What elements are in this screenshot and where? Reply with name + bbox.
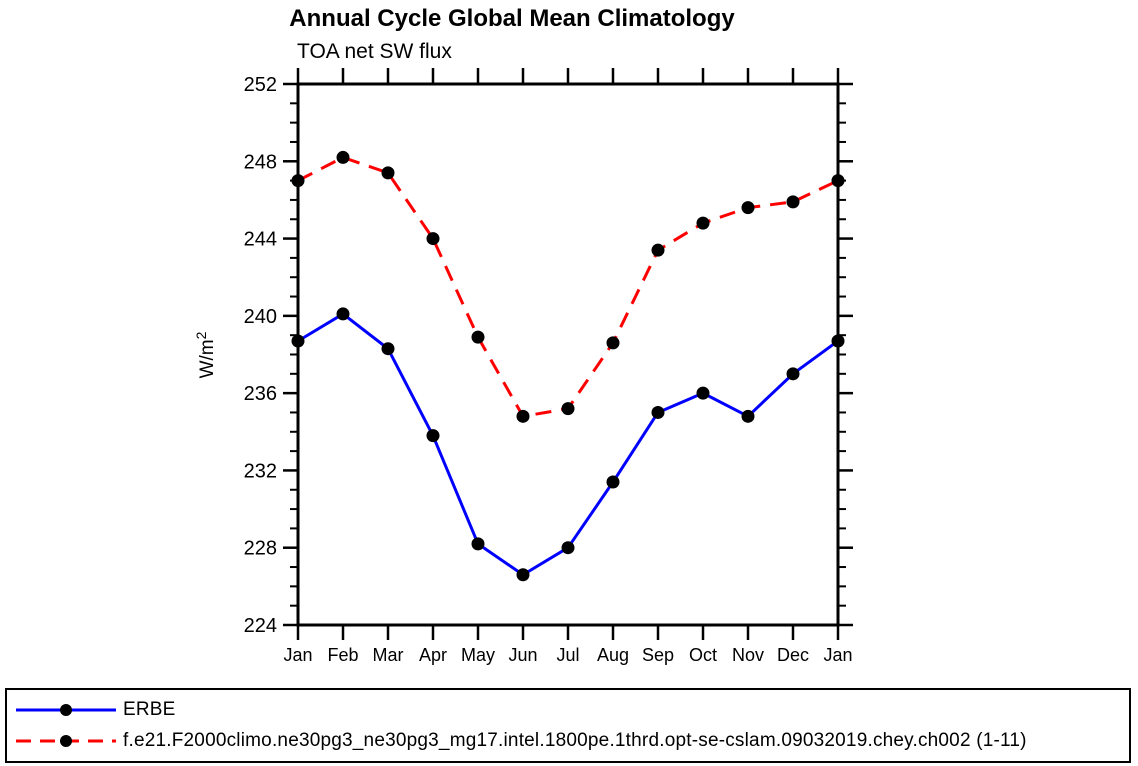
data-point-1-May <box>471 330 485 344</box>
x-axis-tick-label: Nov <box>732 645 764 665</box>
y-axis-tick-label: 252 <box>244 74 277 96</box>
y-axis-tick-label: 248 <box>244 151 277 173</box>
chart-title: Annual Cycle Global Mean Climatology <box>289 5 735 32</box>
series-line-1 <box>297 155 839 418</box>
y-axis-tick-label: 228 <box>244 538 277 560</box>
data-point-1-Jan <box>831 174 845 188</box>
x-axis-tick-label: Oct <box>689 645 717 665</box>
data-point-1-Aug <box>606 336 620 350</box>
data-point-0-Jan <box>291 334 305 348</box>
data-point-1-Feb <box>336 150 350 164</box>
data-point-0-Jun <box>516 568 530 582</box>
data-point-0-Feb <box>336 307 350 321</box>
data-point-0-Dec <box>786 367 800 381</box>
y-axis-tick-label: 224 <box>244 615 277 637</box>
legend-item-erbe: ERBE <box>13 699 1129 721</box>
y-axis-tick-label: 240 <box>244 306 277 328</box>
x-axis-tick-label: Jan <box>283 645 312 665</box>
data-point-0-Aug <box>606 475 620 489</box>
data-point-1-Jan <box>291 174 305 188</box>
data-point-1-Jun <box>516 409 530 423</box>
x-axis-tick-label: Dec <box>777 645 809 665</box>
plot-frame <box>296 82 840 627</box>
legend-dot <box>60 704 72 716</box>
x-axis-tick-label: Jun <box>508 645 537 665</box>
legend: ERBE f.e21.F2000climo.ne30pg3_ne30pg3_mg… <box>5 688 1131 763</box>
y-axis-tick-label: 232 <box>244 460 277 482</box>
data-point-0-Jan <box>831 334 845 348</box>
data-point-1-Dec <box>786 195 800 209</box>
legend-label-erbe: ERBE <box>123 699 176 720</box>
data-point-0-Nov <box>741 409 755 423</box>
data-point-1-Mar <box>381 166 395 180</box>
legend-item-model: f.e21.F2000climo.ne30pg3_ne30pg3_mg17.in… <box>13 730 1129 752</box>
y-axis-tick-label: 236 <box>244 383 277 405</box>
data-point-1-Oct <box>696 216 710 230</box>
x-axis-tick-label: Jan <box>823 645 852 665</box>
x-axis-tick-label: Mar <box>373 645 404 665</box>
x-axis-tick-label: Jul <box>556 645 579 665</box>
data-point-0-Mar <box>381 342 395 356</box>
data-point-1-Jul <box>561 402 575 416</box>
chart-subtitle: TOA net SW flux <box>297 40 452 63</box>
data-point-0-Sep <box>651 405 665 419</box>
series-line-0 <box>297 312 839 577</box>
data-point-1-Apr <box>426 232 440 246</box>
data-point-0-Oct <box>696 386 710 400</box>
data-point-0-Jul <box>561 541 575 555</box>
legend-marker-blue-line-dot-icon <box>16 704 116 716</box>
data-point-1-Sep <box>651 243 665 257</box>
data-point-0-May <box>471 537 485 551</box>
x-axis-tick-label: Feb <box>327 645 358 665</box>
x-axis-tick-label: Aug <box>597 645 629 665</box>
y-axis-label: W/m2 <box>193 331 218 378</box>
data-point-0-Apr <box>426 429 440 443</box>
y-axis-tick-label: 244 <box>244 229 277 251</box>
data-point-1-Nov <box>741 201 755 215</box>
legend-label-model: f.e21.F2000climo.ne30pg3_ne30pg3_mg17.in… <box>123 730 1027 751</box>
x-axis-tick-label: Sep <box>642 645 674 665</box>
legend-dot <box>60 735 72 747</box>
x-axis-tick-label: Apr <box>419 645 447 665</box>
legend-marker-red-dashed-line-dot-icon <box>16 735 116 747</box>
x-axis-tick-label: May <box>461 645 495 665</box>
